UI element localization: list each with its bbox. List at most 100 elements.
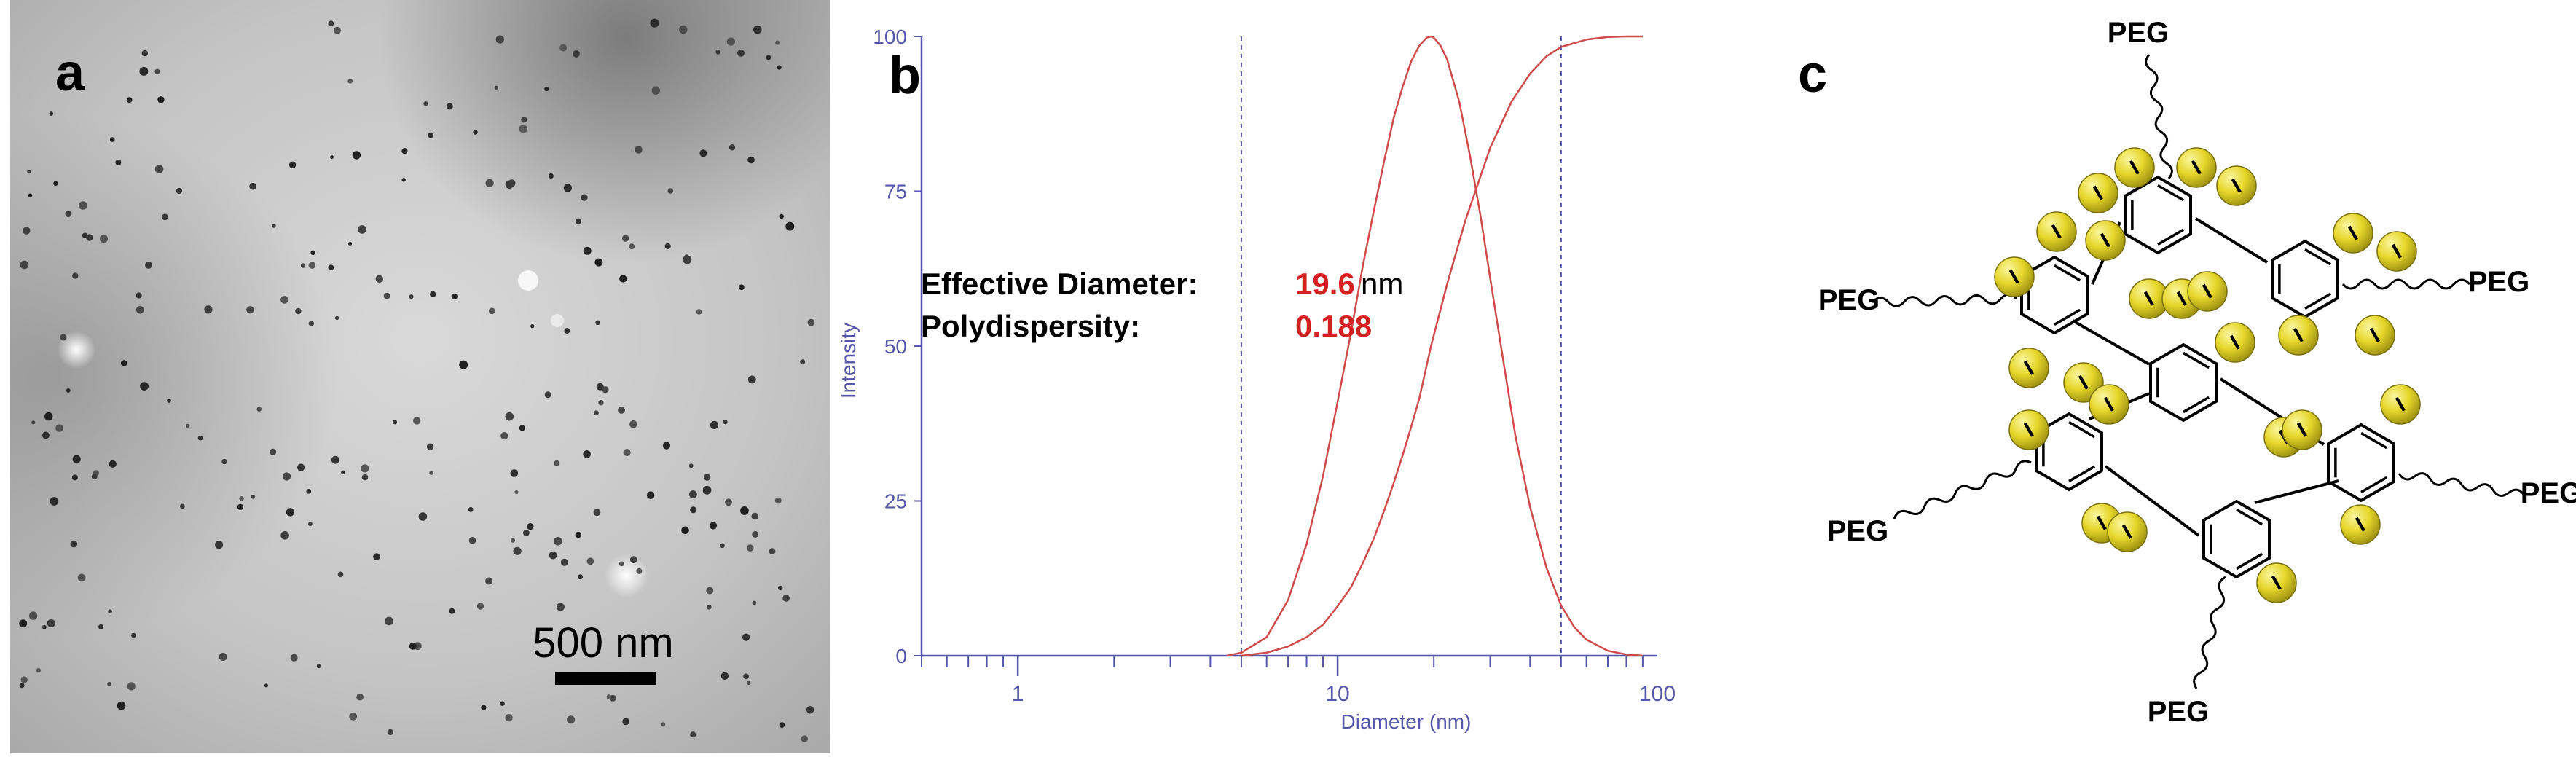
iodine-ball (2036, 211, 2077, 252)
nanoparticle-dot (154, 165, 164, 173)
nanoparticle-dot (204, 305, 213, 314)
iodine-atom: I (2036, 211, 2077, 252)
nanoparticle-dot (578, 574, 584, 580)
nanoparticle-dot (785, 221, 795, 231)
nanoparticle-dot (567, 715, 576, 724)
iodine-ball (2216, 165, 2257, 206)
nanoparticle-dot (413, 417, 421, 425)
nanoparticle-dot (510, 538, 516, 543)
nanoparticle-dot (308, 321, 314, 326)
nanoparticle-dot (622, 718, 630, 726)
nanoparticle-dot (356, 693, 364, 701)
nanoparticle-dot (401, 148, 408, 154)
nanoparticle-dot (316, 664, 321, 669)
nanoparticle-dot (361, 474, 369, 481)
peg-chain (1871, 293, 2018, 307)
nanoparticle-dot (751, 512, 759, 520)
nanoparticle-dot (481, 705, 487, 710)
iodine-ball (2256, 562, 2297, 603)
nanoparticle-dot (65, 211, 72, 217)
nanoparticle-dot (72, 272, 79, 279)
nanoparticle-dot (576, 218, 581, 224)
iodine-atom: I (2114, 147, 2155, 188)
double-bond (2236, 508, 2263, 526)
nanoparticle-dot (690, 506, 697, 514)
nanoparticle-dot (583, 450, 591, 458)
nanoparticle-dot (264, 683, 268, 688)
nanoparticle-dot (549, 551, 557, 560)
nanoparticle-dot (559, 44, 568, 52)
nanoparticle-dot (53, 181, 58, 186)
nanoparticle-dot (71, 474, 78, 481)
double-bond (2304, 248, 2332, 266)
tem-bright-spot (518, 270, 538, 291)
nanoparticle-dot (91, 474, 98, 480)
nanoparticle-dot (679, 25, 688, 34)
nanoparticle-dot (290, 654, 298, 662)
nanoparticle-dot (595, 320, 600, 325)
nanoparticle-dot (272, 224, 276, 228)
peg-chain (2193, 576, 2226, 689)
nanoparticle-dot (282, 472, 291, 481)
nanoparticle-dot (66, 388, 71, 393)
nanoparticle-dot (219, 653, 227, 661)
nanoparticle-dot (575, 531, 581, 538)
iodine-atom: I (2107, 511, 2148, 552)
nanoparticle-dot (347, 79, 353, 84)
x-axis-title: Diameter (nm) (1341, 710, 1472, 733)
nanoparticle-dot (753, 25, 762, 34)
nanoparticle-dot (449, 608, 455, 614)
chart-axes: 0 25 50 75 100 1 10 100 (873, 26, 1676, 706)
polydispersity-label: Polydispersity: (921, 309, 1140, 343)
nanoparticle-dot (239, 496, 244, 501)
benzene-ring (2149, 342, 2218, 423)
peg-label: PEG (1827, 515, 1888, 547)
double-bond (2068, 465, 2096, 483)
nanoparticle-dot (79, 201, 87, 210)
nanoparticle-dot (746, 544, 754, 552)
peg-label: PEG (2108, 17, 2169, 49)
nanoparticle-dot (334, 26, 341, 34)
nanoparticle-dot (108, 609, 112, 613)
nanoparticle-dot (704, 474, 711, 481)
nanoparticle-dot (801, 735, 808, 742)
nanoparticle-dot (514, 490, 519, 495)
nanoparticle-dot (495, 35, 504, 44)
nanoparticle-dot (418, 512, 428, 521)
nanoparticle-dot (737, 49, 745, 57)
nanoparticle-dot (623, 449, 631, 456)
nanoparticle-dot (100, 235, 108, 243)
nanoparticle-dot (60, 334, 67, 341)
nanoparticle-dot (162, 213, 168, 221)
nanoparticle-dot (468, 537, 476, 544)
iodine-ball (2078, 173, 2118, 213)
nanoparticle-dot (519, 125, 527, 133)
iodine-atoms: IIIIIIIIIIIIIIIIIIIIIIIIII (1994, 147, 2421, 603)
nanoparticle-dot (295, 307, 302, 315)
nanoparticle-dot (27, 170, 31, 174)
nanoparticle-dot (23, 227, 31, 235)
nanoparticle-dot (715, 49, 721, 55)
nanoparticle-dot (635, 146, 643, 154)
nanoparticle-dot (521, 117, 527, 123)
peg-chain (2398, 472, 2526, 497)
nanoparticle-dot (348, 242, 353, 246)
nanoparticle-dot (373, 553, 380, 560)
nanoparticle-dot (136, 292, 142, 299)
nanoparticle-dot (270, 448, 277, 455)
nanoparticle-dot (650, 18, 659, 28)
nanoparticle-dot (563, 184, 573, 192)
nanoparticle-dot (556, 603, 565, 611)
nanoparticle-dot (553, 537, 562, 546)
nanoparticle-dot (197, 435, 203, 441)
nanoparticle-dot (560, 558, 568, 566)
iodine-ball (2089, 384, 2129, 425)
nanoparticle-dot (807, 318, 815, 326)
nanoparticle-dot (586, 557, 594, 565)
nanoparticle-dot (426, 443, 434, 450)
nanoparticle-dot (330, 155, 334, 160)
nanoparticle-dot (429, 471, 433, 475)
iodine-atom: I (2008, 409, 2049, 450)
panel-b-chart: 0 25 50 75 100 1 10 100 b Effective Diameter: 1… (830, 0, 1741, 753)
